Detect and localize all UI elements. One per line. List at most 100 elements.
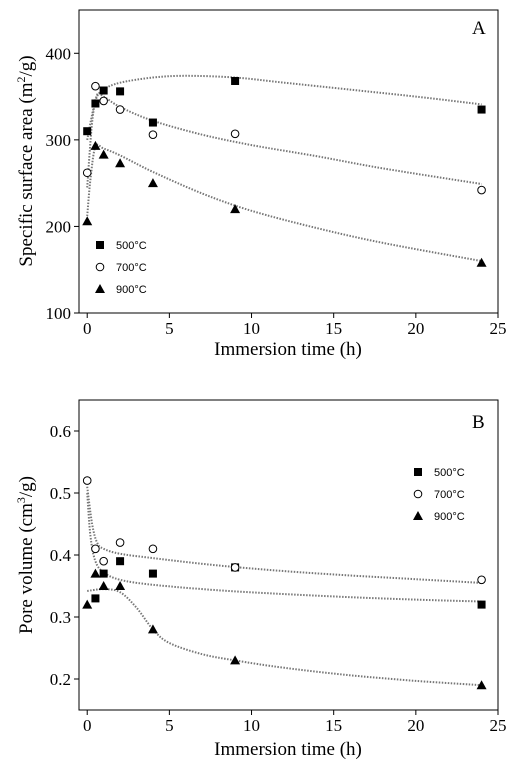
legend: 500°C 700°C 900°C [95,240,147,296]
data-point-500c [83,127,92,136]
data-point-700c [477,575,486,585]
data-point-900c [90,568,101,578]
y-tick-label: 0.5 [50,484,71,503]
data-point-900c [147,178,158,188]
axis-ticks: 0 5 10 15 20 25 0.2 0.3 0.4 0.5 0.6 [50,422,507,735]
x-tick-label: 25 [490,319,507,338]
data-point-500c [116,87,125,96]
data-point-700c [82,476,92,485]
data-points [82,76,487,267]
y-axis-title: Specific surface area (m2/g) [14,55,37,266]
y-tick-label: 300 [46,131,72,150]
x-tick-label: 20 [407,716,424,735]
data-point-900c [82,599,93,609]
data-point-900c [476,257,487,267]
data-point-500c [99,86,108,95]
legend-label-900c: 900°C [434,511,465,523]
legend-label-700c: 700°C [434,489,465,501]
y-axis-title: Pore volume (cm3/g) [14,476,37,634]
panel-label: A [472,18,486,39]
x-tick-label: 0 [83,319,92,338]
data-point-900c [147,624,158,634]
data-point-700c [230,563,240,572]
legend-marker-500c [96,241,104,249]
y-tick-label: 0.6 [50,422,71,441]
data-point-900c [476,680,487,690]
data-point-500c [116,557,125,566]
data-point-500c [99,569,108,578]
x-tick-label: 15 [325,319,342,338]
data-point-700c [148,130,158,139]
fit-curve-900c [87,588,482,687]
data-point-500c [91,99,100,108]
y-axis-title-end: /g) [16,55,37,76]
data-point-500c [148,569,157,578]
fit-curve-900c [86,143,482,263]
y-axis-title-superscript: 3 [14,497,28,503]
fit-curve-700c [86,486,482,584]
legend-marker-900c [413,511,423,520]
legend-label-700c: 700°C [116,262,147,274]
data-point-700c [115,105,125,114]
x-tick-label: 25 [490,716,507,735]
data-point-700c [91,81,100,91]
data-point-900c [115,158,126,168]
data-point-500c [148,118,157,127]
y-axis-title-main: Specific surface area (m [16,82,37,266]
legend: 500°C 700°C 900°C [413,467,465,523]
data-point-900c [115,581,126,590]
x-tick-label: 10 [243,716,260,735]
x-tick-label: 20 [407,319,424,338]
fit-curve-500c [86,492,482,603]
x-tick-label: 5 [165,716,174,735]
data-point-500c [231,76,240,85]
x-tick-label: 5 [165,319,174,338]
legend-marker-500c [414,468,422,476]
x-tick-label: 10 [243,319,260,338]
panel-label: B [472,412,485,433]
x-tick-label: 0 [83,716,92,735]
legend-marker-700c [95,262,105,272]
legend-marker-900c [95,284,105,293]
legend-marker-700c [413,489,423,499]
plot-frame [78,9,499,314]
data-point-700c [91,544,100,554]
legend-label-900c: 900°C [116,284,147,296]
data-point-900c [230,655,241,665]
y-tick-label: 0.2 [50,670,71,689]
axis-ticks: 0 5 10 15 20 25 100 200 300 400 [46,44,507,338]
x-axis-title: Immersion time (h) [214,339,362,360]
data-points [82,476,487,690]
data-point-500c [91,594,100,603]
data-point-500c [477,600,486,609]
data-point-700c [230,129,240,139]
y-axis-title-end: /g) [16,476,37,497]
y-tick-label: 0.3 [50,608,71,627]
chart-panel-a: A Immersion time (h) Specific surface ar… [14,9,507,360]
legend-label-500c: 500°C [434,467,465,479]
data-point-900c [98,581,109,590]
y-tick-label: 400 [46,44,72,63]
data-point-700c [99,96,108,106]
x-axis-title: Immersion time (h) [214,739,362,760]
data-point-700c [115,538,125,547]
data-point-700c [148,544,158,554]
data-point-900c [98,149,109,159]
data-point-700c [477,185,486,195]
y-axis-title-main: Pore volume (cm [16,503,37,634]
fit-curves [86,486,482,687]
y-tick-label: 100 [46,304,72,323]
data-point-700c [82,168,92,178]
data-point-900c [82,216,93,226]
legend-label-500c: 500°C [116,240,147,252]
data-point-900c [230,204,241,214]
data-point-700c [99,556,108,566]
data-point-500c [477,105,486,114]
x-tick-label: 15 [325,716,342,735]
y-tick-label: 200 [46,217,72,236]
y-axis-title-superscript: 2 [14,77,28,83]
data-point-900c [90,140,101,150]
y-tick-label: 0.4 [50,546,72,565]
